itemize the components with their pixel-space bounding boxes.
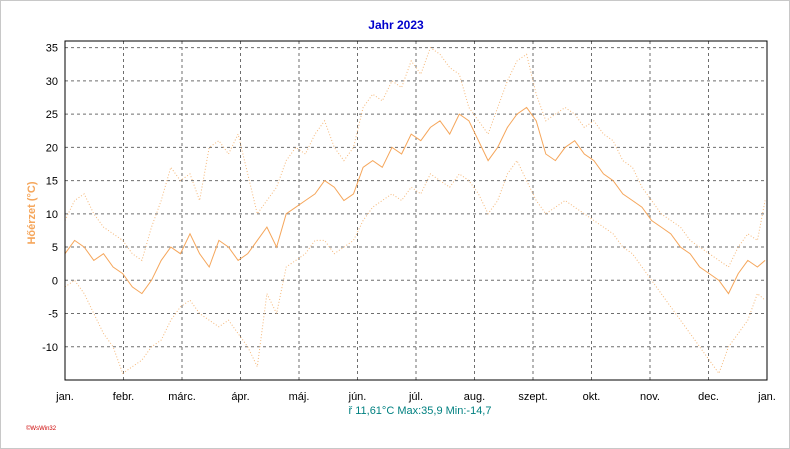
- grid-layer: [65, 41, 767, 380]
- y-tick-label: 5: [52, 242, 58, 254]
- x-tick-label: ápr.: [231, 391, 249, 403]
- series-layer: [64, 46, 766, 375]
- y-tick-label: 15: [46, 176, 58, 188]
- series-line-1: [64, 106, 766, 295]
- y-tick-label: 25: [46, 109, 58, 121]
- x-tick-label: jan.: [55, 391, 74, 403]
- y-tick-label: -10: [42, 342, 58, 354]
- x-tick-label: márc.: [168, 391, 196, 403]
- x-tick-label: jan.: [757, 391, 776, 403]
- x-tick-label: febr.: [113, 391, 134, 403]
- x-tick-label: szept.: [518, 391, 547, 403]
- wswin-logo: ©WsWin32: [26, 425, 57, 432]
- x-tick-label: jún.: [348, 391, 367, 403]
- x-tick-label: okt.: [583, 391, 601, 403]
- chart-title: Jahr 2023: [368, 18, 424, 32]
- y-tick-label: 10: [46, 209, 58, 221]
- y-tick-label: 35: [46, 43, 58, 55]
- x-tick-label: máj.: [289, 391, 310, 403]
- stats-summary: ř 11,61°C Max:35,9 Min:-14,7: [349, 405, 492, 417]
- y-tick-label: 0: [52, 275, 58, 287]
- y-axis-label: Hőérzet (°C): [26, 181, 38, 244]
- y-tick-label: -5: [48, 309, 58, 321]
- x-tick-label: dec.: [698, 391, 719, 403]
- x-tick-label: nov.: [640, 391, 660, 403]
- y-tick-label: 30: [46, 76, 58, 88]
- x-tick-label: aug.: [464, 391, 485, 403]
- y-tick-labels: 35 30 25 20 15 10 5 0 -5 -10: [42, 43, 58, 354]
- y-tick-label: 20: [46, 142, 58, 154]
- plot-area-border: [64, 40, 768, 381]
- x-tick-label: júl.: [408, 391, 423, 403]
- series-line-3: [64, 159, 766, 375]
- x-tick-labels: jan. febr. márc. ápr. máj. jún. júl. aug. szept.…: [55, 391, 776, 403]
